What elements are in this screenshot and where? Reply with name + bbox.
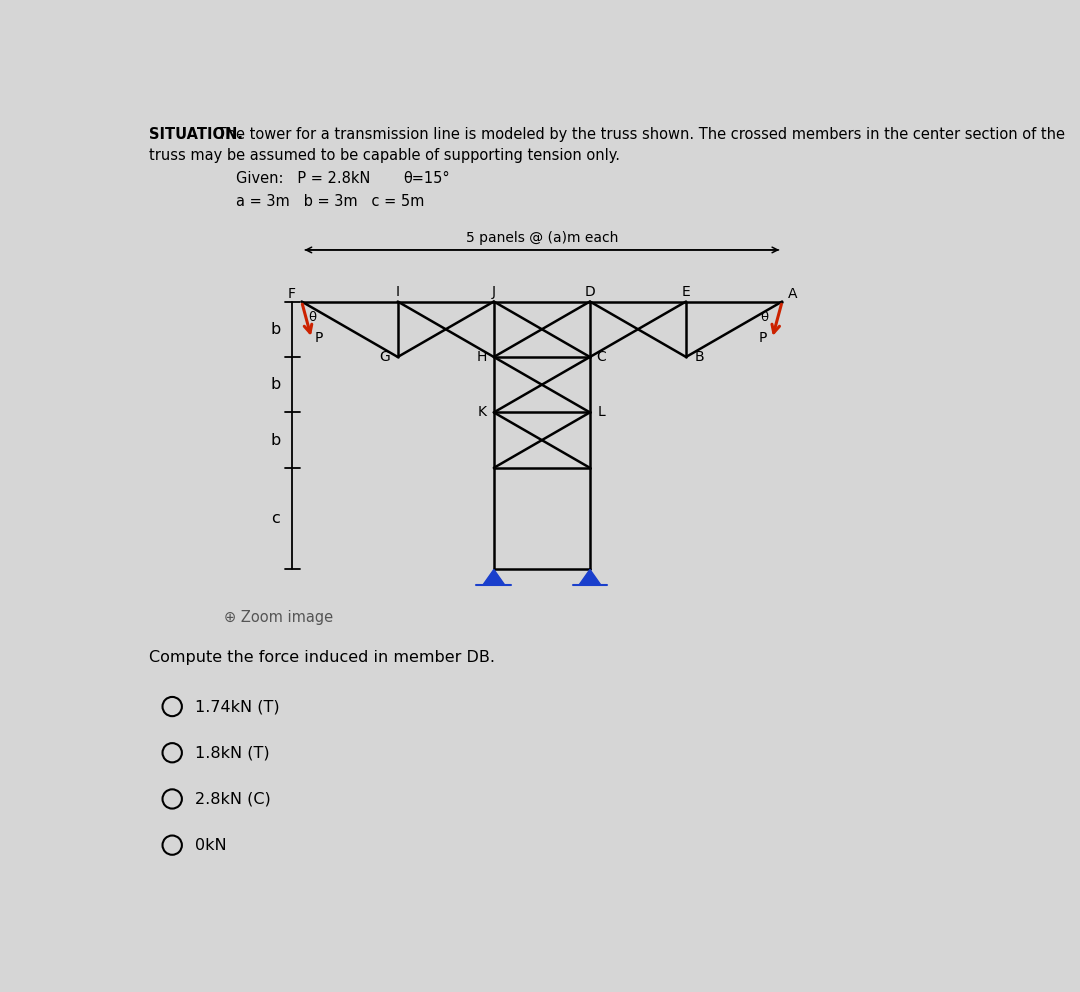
Text: θ: θ [309, 310, 316, 323]
Text: 2.8kN (C): 2.8kN (C) [195, 792, 271, 806]
Text: B: B [694, 350, 704, 364]
Text: b: b [270, 321, 281, 336]
Text: K: K [477, 406, 487, 420]
Text: Given:   P = 2.8kN: Given: P = 2.8kN [235, 172, 370, 186]
Text: F: F [287, 287, 296, 301]
Text: L: L [597, 406, 606, 420]
Text: J: J [491, 285, 496, 299]
Text: c: c [271, 511, 280, 526]
Text: C: C [596, 350, 607, 364]
Text: 5 panels @ (a)m each: 5 panels @ (a)m each [465, 230, 618, 245]
Text: D: D [584, 285, 595, 299]
Text: a = 3m   b = 3m   c = 5m: a = 3m b = 3m c = 5m [235, 194, 424, 209]
Text: H: H [477, 350, 487, 364]
Text: 0kN: 0kN [195, 837, 227, 853]
Text: truss may be assumed to be capable of supporting tension only.: truss may be assumed to be capable of su… [149, 148, 620, 163]
Text: SITUATION.: SITUATION. [149, 127, 243, 142]
Text: I: I [395, 285, 400, 299]
Text: θ: θ [760, 310, 769, 323]
Text: The tower for a transmission line is modeled by the truss shown. The crossed mem: The tower for a transmission line is mod… [213, 127, 1065, 142]
Text: P: P [314, 330, 323, 345]
Text: G: G [379, 350, 390, 364]
Text: 1.74kN (T): 1.74kN (T) [195, 699, 280, 714]
Text: Compute the force induced in member DB.: Compute the force induced in member DB. [149, 650, 495, 665]
Polygon shape [579, 569, 600, 585]
Text: A: A [787, 287, 797, 301]
Text: ⊕ Zoom image: ⊕ Zoom image [225, 609, 334, 625]
Text: 1.8kN (T): 1.8kN (T) [195, 745, 270, 760]
Text: θ=15°: θ=15° [403, 172, 449, 186]
Polygon shape [483, 569, 504, 585]
Text: E: E [681, 285, 690, 299]
Text: b: b [270, 433, 281, 447]
Text: P: P [758, 330, 767, 345]
Text: b: b [270, 377, 281, 392]
